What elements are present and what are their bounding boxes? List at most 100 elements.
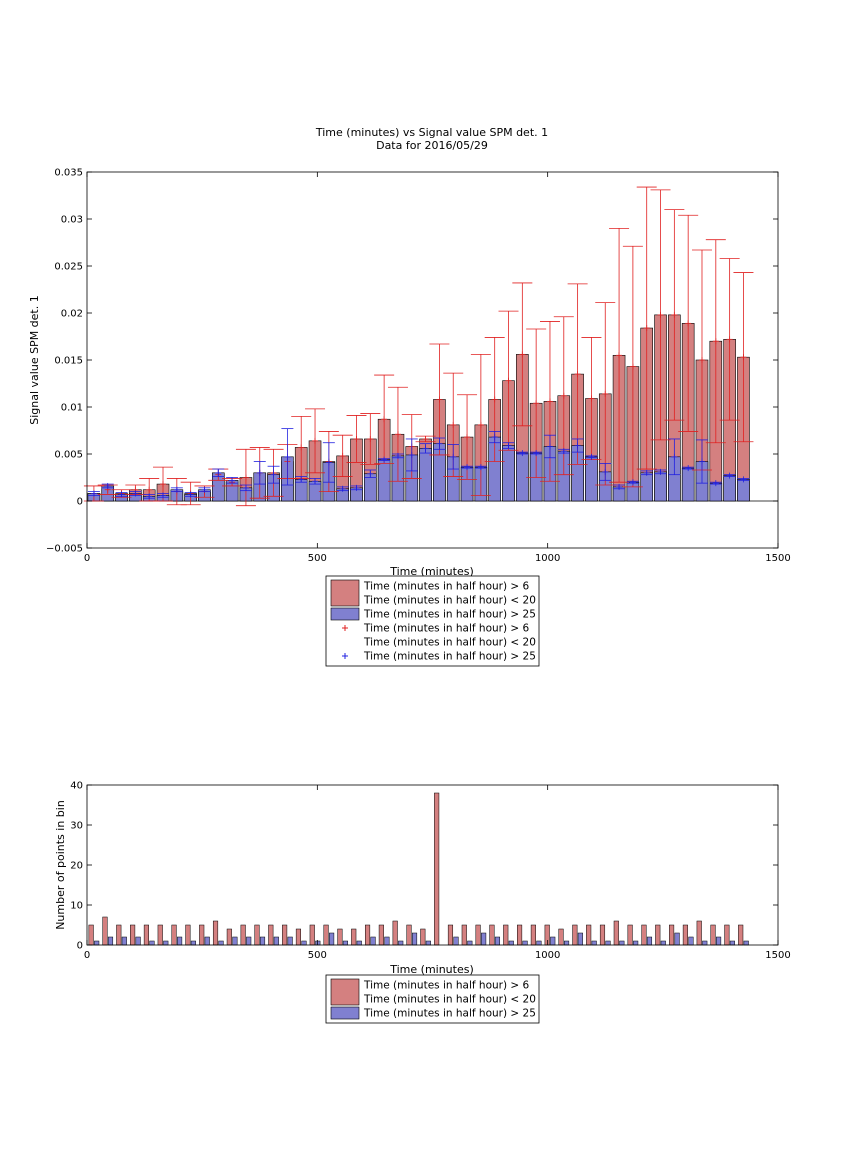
bar-s0-10 xyxy=(226,928,232,946)
bar-s1-1 xyxy=(107,936,114,946)
legend-box xyxy=(325,575,540,667)
bar-s1-27 xyxy=(467,940,473,946)
bottom-legend: Time (minutes in half hour) > 6 Time (min… xyxy=(325,974,540,1024)
bar-s1-16 xyxy=(315,940,321,946)
errorbar-s1-46 xyxy=(723,472,736,479)
bar-s0-23 xyxy=(406,924,412,946)
bottom-chart: 0 500 1000 1500 0 10 20 30 40 Time (minutes) Num… xyxy=(54,781,791,1024)
bar-s1-28 xyxy=(481,932,487,946)
errorbar-s1-14 xyxy=(281,428,294,486)
bar-s1-10 xyxy=(232,936,238,946)
errorbar-s1-18 xyxy=(336,485,349,492)
legend-swatch xyxy=(330,1006,360,1020)
bottom-y-axis-label: Number of points in bin xyxy=(54,800,67,930)
y-tick-label-2: 0.005 xyxy=(54,450,83,461)
bar-s0-17 xyxy=(323,924,329,946)
bar-s1-32 xyxy=(536,940,542,946)
legend-entry-2: Time (minutes in half hour) > 6 Time (min… xyxy=(342,623,536,649)
y-tick-label-3: 30 xyxy=(70,821,83,832)
bar-s1-20 xyxy=(370,936,376,946)
bottom-axes-frame xyxy=(86,784,779,946)
x-tick-label-0: 0 xyxy=(84,553,90,564)
bar-s0-36 xyxy=(586,924,592,946)
bar-s0-35 xyxy=(572,924,578,946)
errorbar-s0-46 xyxy=(719,258,740,421)
bar-s1-47 xyxy=(743,940,749,946)
bar-s0-6 xyxy=(171,924,177,946)
errorbar-s0-19 xyxy=(346,415,367,463)
x-tick-label-3: 1500 xyxy=(765,950,790,961)
legend-label: Time (minutes in half hour) > 6 xyxy=(363,980,530,992)
bar-s0-4 xyxy=(143,924,149,946)
bar-s1-31 xyxy=(522,940,528,946)
errorbar-s0-35 xyxy=(567,283,588,465)
errorbar-s1-7 xyxy=(184,491,197,498)
errorbar-s0-36 xyxy=(581,337,602,461)
errorbar-s1-2 xyxy=(115,491,128,498)
errorbar-s0-40 xyxy=(636,186,657,470)
bar-s1-37 xyxy=(605,940,611,946)
errorbar-s1-8 xyxy=(198,486,211,493)
errorbar-s1-37 xyxy=(599,462,612,481)
legend-label: Time (minutes in half hour) > 6 xyxy=(363,623,530,635)
x-tick-label-2: 1000 xyxy=(535,950,560,961)
errorbar-s1-1 xyxy=(101,482,114,489)
y-tick-label-8: 0.035 xyxy=(54,168,83,179)
bar-s0-25 xyxy=(434,792,440,946)
bar-s0-37 xyxy=(599,924,606,946)
errorbar-s0-38 xyxy=(609,227,630,483)
errorbar-s1-3 xyxy=(129,490,142,497)
bar-s1-9 xyxy=(218,940,224,946)
bar-s1-19 xyxy=(356,940,362,946)
bar-s1-40 xyxy=(646,936,653,946)
errorbar-s1-45 xyxy=(709,480,722,487)
bar-s0-46 xyxy=(724,924,730,946)
errorbar-s1-41 xyxy=(654,468,667,475)
bar-s1-43 xyxy=(681,467,695,502)
errorbar-s1-11 xyxy=(239,484,252,492)
errorbar-s0-41 xyxy=(650,189,671,441)
bar-s0-14 xyxy=(282,924,288,946)
y-tick-label-1: 0 xyxy=(77,497,83,508)
bar-s1-13 xyxy=(273,936,279,946)
legend-entry-0: Time (minutes in half hour) > 6 Time (min… xyxy=(330,978,536,1006)
bar-s0-20 xyxy=(364,924,371,946)
errorbar-s1-19 xyxy=(350,484,363,491)
top-legend: Time (minutes in half hour) > 6 Time (min… xyxy=(325,575,540,667)
bar-s1-3 xyxy=(135,936,141,946)
bar-s0-3 xyxy=(130,924,136,946)
bottom-x-axis-label: Time (minutes) xyxy=(389,963,474,976)
errorbar-s1-28 xyxy=(474,464,487,471)
bar-s0-29 xyxy=(489,924,495,946)
bar-s0-38 xyxy=(613,920,619,946)
y-tick-label-4: 0.015 xyxy=(54,356,83,367)
errorbar-s1-15 xyxy=(295,476,308,483)
errorbar-s0-30 xyxy=(498,310,519,451)
bar-s1-0 xyxy=(94,940,100,946)
bar-s0-19 xyxy=(351,928,357,946)
legend-swatch xyxy=(330,607,360,621)
errorbar-s0-16 xyxy=(305,408,326,474)
bar-s1-8 xyxy=(204,936,210,946)
errorbar-s1-39 xyxy=(626,479,639,486)
errorbar-s1-35 xyxy=(571,438,584,453)
bar-s0-0 xyxy=(88,924,94,946)
y-tick-label-4: 40 xyxy=(70,781,83,792)
errorbar-s1-31 xyxy=(516,450,529,457)
legend-label: Time (minutes in half hour) < 20 xyxy=(363,637,536,649)
errorbar-s1-22 xyxy=(391,452,404,459)
errorbar-s0-44 xyxy=(691,249,712,471)
bar-s1-39 xyxy=(633,940,639,946)
bar-s1-45 xyxy=(716,936,722,946)
bar-s0-40 xyxy=(641,924,647,946)
legend-label: Time (minutes in half hour) < 20 xyxy=(363,595,536,607)
bar-s1-41 xyxy=(660,940,666,946)
bar-s0-47 xyxy=(738,924,744,946)
bar-s1-7 xyxy=(190,940,196,946)
bar-s1-5 xyxy=(163,940,169,946)
bar-s1-15 xyxy=(301,940,307,946)
bar-s1-6 xyxy=(177,936,183,946)
legend-label: Time (minutes in half hour) < 20 xyxy=(363,994,536,1006)
bar-s0-33 xyxy=(544,924,550,946)
bar-s0-27 xyxy=(461,924,467,946)
